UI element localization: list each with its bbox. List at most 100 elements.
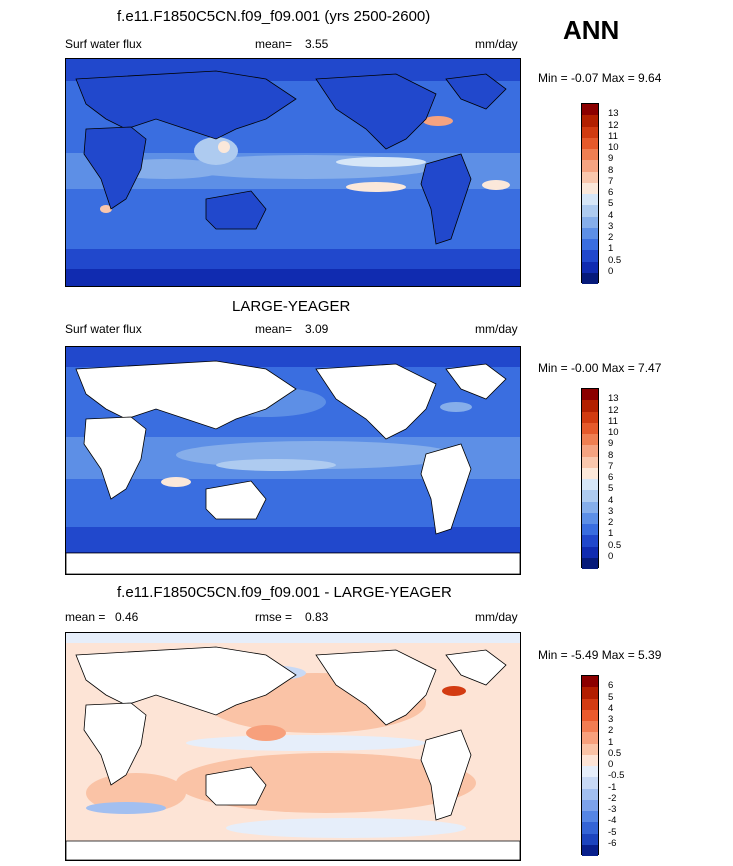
colorbar-tick-label: -6 [608, 837, 617, 849]
colorbar-tick-label: 2 [608, 517, 614, 528]
colorbar-tick-label: 9 [608, 153, 614, 165]
panel-1-mean-value: 3.55 [305, 37, 329, 51]
colorbar-tick-label: 0.5 [608, 747, 622, 759]
colorbar-swatch [582, 799, 598, 811]
panel-3-rmse-label: rmse = [255, 610, 293, 624]
colorbar-swatch [582, 261, 598, 273]
panel-3-title: f.e11.F1850C5CN.f09_f09.001 - LARGE-YEAG… [117, 584, 452, 601]
panel-3-minmax: Min = -5.49 Max = 5.39 [538, 648, 662, 662]
colorbar-swatch [582, 721, 598, 733]
colorbar-tick-label: 13 [608, 393, 619, 405]
colorbar-swatch [582, 182, 598, 194]
colorbar-tick-label: -1 [608, 781, 617, 793]
panel-1-units: mm/day [475, 37, 518, 51]
colorbar-tick-label: 4 [608, 702, 614, 714]
panel-2-minmax: Min = -0.00 Max = 7.47 [538, 361, 662, 375]
colorbar-tick-label: 3 [608, 714, 614, 725]
panel-1-colorbar-swatches [581, 103, 599, 284]
colorbar-swatch [582, 445, 598, 457]
colorbar-tick-label: 0 [608, 265, 614, 277]
colorbar-tick-label: 5 [608, 691, 614, 703]
colorbar-swatch [582, 546, 598, 558]
colorbar-swatch [582, 833, 598, 845]
colorbar-tick-label: 6 [608, 680, 614, 692]
colorbar-swatch [582, 194, 598, 206]
colorbar-tick-label: 1 [608, 736, 614, 748]
colorbar-swatch [582, 687, 598, 699]
colorbar-tick-label: -0.5 [608, 770, 625, 782]
colorbar-swatch [582, 501, 598, 513]
colorbar-swatch [582, 149, 598, 161]
colorbar-swatch [582, 434, 598, 446]
colorbar-tick-label: 1 [608, 528, 614, 540]
colorbar-tick-label: 5 [608, 483, 614, 495]
colorbar-tick-label: 12 [608, 404, 619, 416]
colorbar-swatch [582, 239, 598, 251]
colorbar-tick-label: 6 [608, 472, 614, 483]
colorbar-swatch [582, 479, 598, 491]
panel-1-minmax: Min = -0.07 Max = 9.64 [538, 71, 662, 85]
season-label: ANN [563, 15, 620, 45]
colorbar-tick-label: 8 [608, 449, 614, 461]
colorbar-tick-label: 5 [608, 198, 614, 210]
colorbar-swatch [582, 250, 598, 262]
colorbar-tick-label: 10 [608, 427, 619, 438]
colorbar-tick-label: 2 [608, 232, 614, 243]
panel-2-variable-label: Surf water flux [65, 322, 142, 336]
panel-1-title: f.e11.F1850C5CN.f09_f09.001 (yrs 2500-26… [117, 8, 431, 25]
panel-2-units: mm/day [475, 322, 518, 336]
colorbar-tick-label: 6 [608, 187, 614, 198]
colorbar-tick-label: 3 [608, 220, 614, 232]
colorbar-swatch [582, 205, 598, 217]
colorbar-swatch [582, 456, 598, 468]
colorbar-swatch [582, 171, 598, 183]
colorbar-swatch [582, 467, 598, 479]
colorbar-swatch [582, 422, 598, 434]
panel-2-title: LARGE-YEAGER [232, 298, 351, 315]
colorbar-tick-label: 7 [608, 460, 614, 472]
colorbar-swatch [582, 698, 598, 710]
colorbar-tick-label: 0 [608, 550, 614, 562]
colorbar-swatch [582, 535, 598, 547]
colorbar-swatch [582, 115, 598, 127]
colorbar-swatch [582, 754, 598, 766]
colorbar-swatch [582, 512, 598, 524]
panel-1-variable-label: Surf water flux [65, 37, 142, 51]
colorbar-tick-label: 9 [608, 438, 614, 450]
colorbar-swatch [582, 524, 598, 536]
colorbar-tick-label: 13 [608, 108, 619, 120]
colorbar-swatch [582, 732, 598, 744]
panel-2-map [65, 346, 521, 575]
colorbar-tick-label: 12 [608, 119, 619, 131]
colorbar-swatch [582, 844, 598, 856]
colorbar-swatch [582, 811, 598, 823]
colorbar-swatch [582, 411, 598, 423]
colorbar-swatch [582, 216, 598, 228]
panel-3-mean-label: mean = [65, 610, 106, 624]
colorbar-tick-label: 2 [608, 725, 614, 737]
colorbar-swatch [582, 137, 598, 149]
panel-3-units: mm/day [475, 610, 518, 624]
colorbar-swatch [582, 557, 598, 569]
colorbar-swatch [582, 104, 598, 116]
colorbar-swatch [582, 766, 598, 778]
colorbar-swatch [582, 126, 598, 138]
colorbar-swatch [582, 389, 598, 401]
colorbar-swatch [582, 676, 598, 688]
colorbar-swatch [582, 743, 598, 755]
colorbar-tick-label: 4 [608, 494, 614, 506]
colorbar-tick-label: 8 [608, 164, 614, 176]
panel-1-mean-label: mean= [255, 37, 293, 51]
colorbar-tick-label: 1 [608, 243, 614, 255]
panel-3-rmse-value: 0.83 [305, 610, 329, 624]
panel-3-colorbar-swatches [581, 675, 599, 856]
colorbar-tick-label: -5 [608, 826, 617, 838]
panel-3-map [65, 632, 521, 861]
colorbar-tick-label: 0.5 [608, 539, 622, 551]
colorbar-tick-label: -3 [608, 804, 617, 815]
colorbar-tick-label: 0.5 [608, 254, 622, 266]
colorbar-swatch [582, 272, 598, 284]
colorbar-swatch [582, 400, 598, 412]
colorbar-tick-label: 11 [608, 415, 618, 427]
colorbar-swatch [582, 777, 598, 789]
